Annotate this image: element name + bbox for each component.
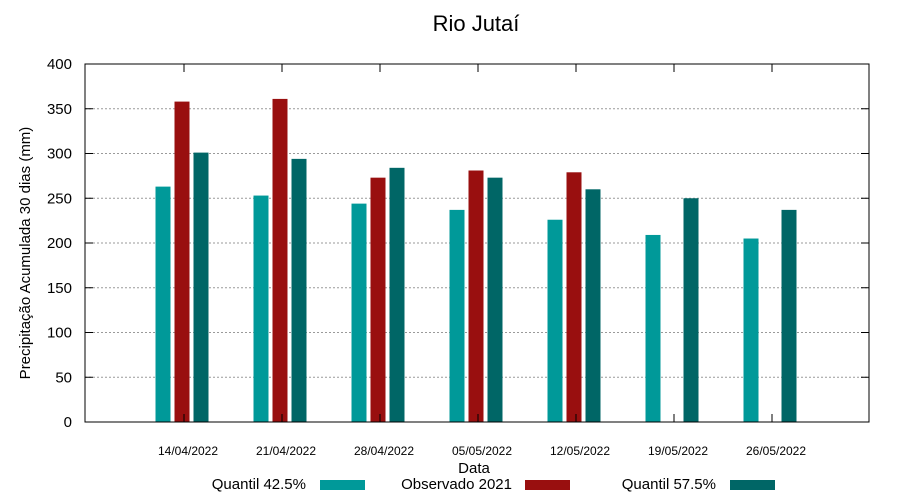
bar-quantil-42-5--0: [155, 186, 171, 422]
y-tick-label: 100: [47, 325, 72, 342]
legend-swatch: [525, 480, 570, 490]
x-tick-label: 12/05/2022: [550, 444, 610, 458]
y-tick-label: 0: [64, 414, 72, 431]
bar-quantil-42-5--2: [351, 203, 367, 422]
bar-quantil-57-5--5: [683, 198, 699, 422]
bar-quantil-57-5--2: [389, 167, 405, 422]
y-tick-label: 150: [47, 280, 72, 297]
x-tick-label: 26/05/2022: [746, 444, 806, 458]
bar-quantil-42-5--3: [449, 209, 465, 422]
y-tick-label: 400: [47, 56, 72, 73]
bar-observado-2021-0: [174, 101, 190, 422]
bar-quantil-57-5--0: [193, 152, 209, 423]
legend-swatch: [730, 480, 775, 490]
axis-ticks: 0 50 100 150 200 250 300 350 400 14/04/2022 21/04/…: [47, 56, 869, 458]
bar-observado-2021-2: [370, 177, 386, 422]
bar-quantil-57-5--1: [291, 158, 307, 422]
y-tick-label: 300: [47, 146, 72, 163]
bars: [155, 98, 797, 423]
bar-quantil-42-5--5: [645, 234, 661, 422]
y-tick-label: 50: [55, 369, 72, 386]
y-axis-label: Precipitação Acumulada 30 dias (mm): [17, 127, 34, 380]
bar-quantil-42-5--1: [253, 195, 269, 422]
x-axis-label: Data: [458, 460, 490, 477]
bar-observado-2021-1: [272, 98, 288, 422]
legend-label: Quantil 57.5%: [622, 476, 716, 493]
legend-swatch: [320, 480, 365, 490]
y-tick-label: 350: [47, 101, 72, 118]
x-tick-label: 19/05/2022: [648, 444, 708, 458]
bar-quantil-57-5--3: [487, 177, 503, 422]
legend: Quantil 42.5% Observado 2021 Quantil 57.5%: [212, 476, 775, 493]
chart-title: Rio Jutaí: [433, 11, 520, 36]
bar-quantil-42-5--6: [743, 238, 759, 422]
x-tick-label: 21/04/2022: [256, 444, 316, 458]
bar-quantil-57-5--6: [781, 209, 797, 422]
x-tick-label: 14/04/2022: [158, 444, 218, 458]
legend-label: Quantil 42.5%: [212, 476, 306, 493]
x-tick-label: 05/05/2022: [452, 444, 512, 458]
bar-observado-2021-3: [468, 170, 484, 422]
bar-quantil-42-5--4: [547, 219, 563, 422]
bar-quantil-57-5--4: [585, 189, 601, 422]
y-tick-label: 200: [47, 235, 72, 252]
bar-observado-2021-4: [566, 172, 582, 422]
legend-label: Observado 2021: [401, 476, 512, 493]
x-tick-label: 28/04/2022: [354, 444, 414, 458]
y-tick-label: 250: [47, 190, 72, 207]
